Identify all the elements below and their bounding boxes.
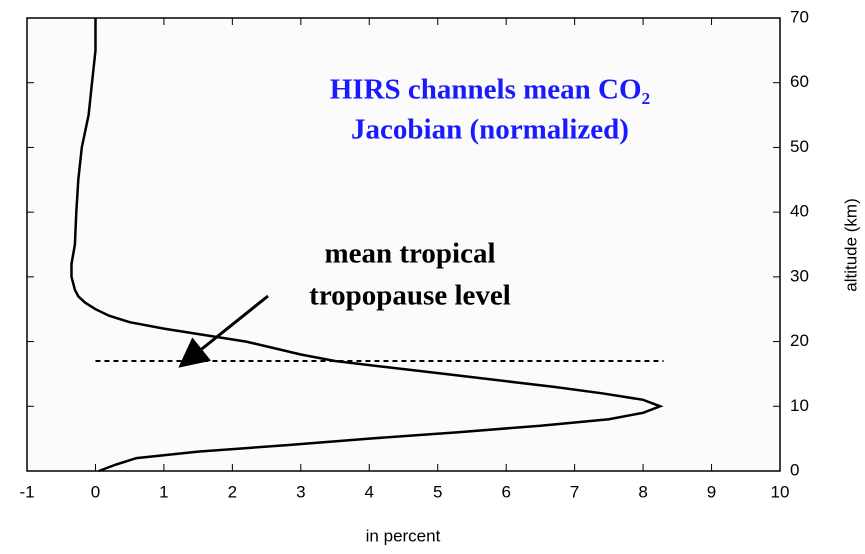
x-tick-label: 5	[433, 482, 442, 501]
x-tick-label: 1	[159, 482, 168, 501]
profile-line	[70, 18, 664, 473]
x-tick-label: 9	[707, 482, 716, 501]
x-axis-label: in percent	[366, 526, 441, 545]
x-tick-label: 4	[365, 482, 374, 501]
annotation: mean tropical	[324, 238, 495, 270]
plot-frame	[26, 17, 781, 472]
y-tick-label: 60	[790, 72, 809, 91]
x-tick-label: -1	[19, 482, 34, 501]
y-tick-label: 30	[790, 266, 809, 285]
x-tick-label: 8	[638, 482, 647, 501]
x-tick-label: 2	[228, 482, 237, 501]
x-tick-label: 6	[501, 482, 510, 501]
y-tick-label: 50	[790, 137, 809, 156]
x-tick-label: 3	[296, 482, 305, 501]
x-tick-label: 7	[570, 482, 579, 501]
x-tick-label: 0	[91, 482, 100, 501]
x-tick-label: 10	[771, 482, 790, 501]
chart-title: Jacobian (normalized)	[351, 114, 629, 146]
y-axis-label: altitude (km)	[841, 198, 860, 292]
y-tick-label: 0	[790, 460, 799, 479]
annotation: tropopause level	[309, 280, 511, 312]
y-tick-label: 70	[790, 7, 809, 26]
y-tick-label: 20	[790, 331, 809, 350]
annotation-arrow	[178, 294, 269, 368]
y-tick-label: 40	[790, 202, 809, 221]
y-tick-label: 10	[790, 396, 809, 415]
chart-title: HIRS channels mean CO₂	[330, 74, 651, 106]
